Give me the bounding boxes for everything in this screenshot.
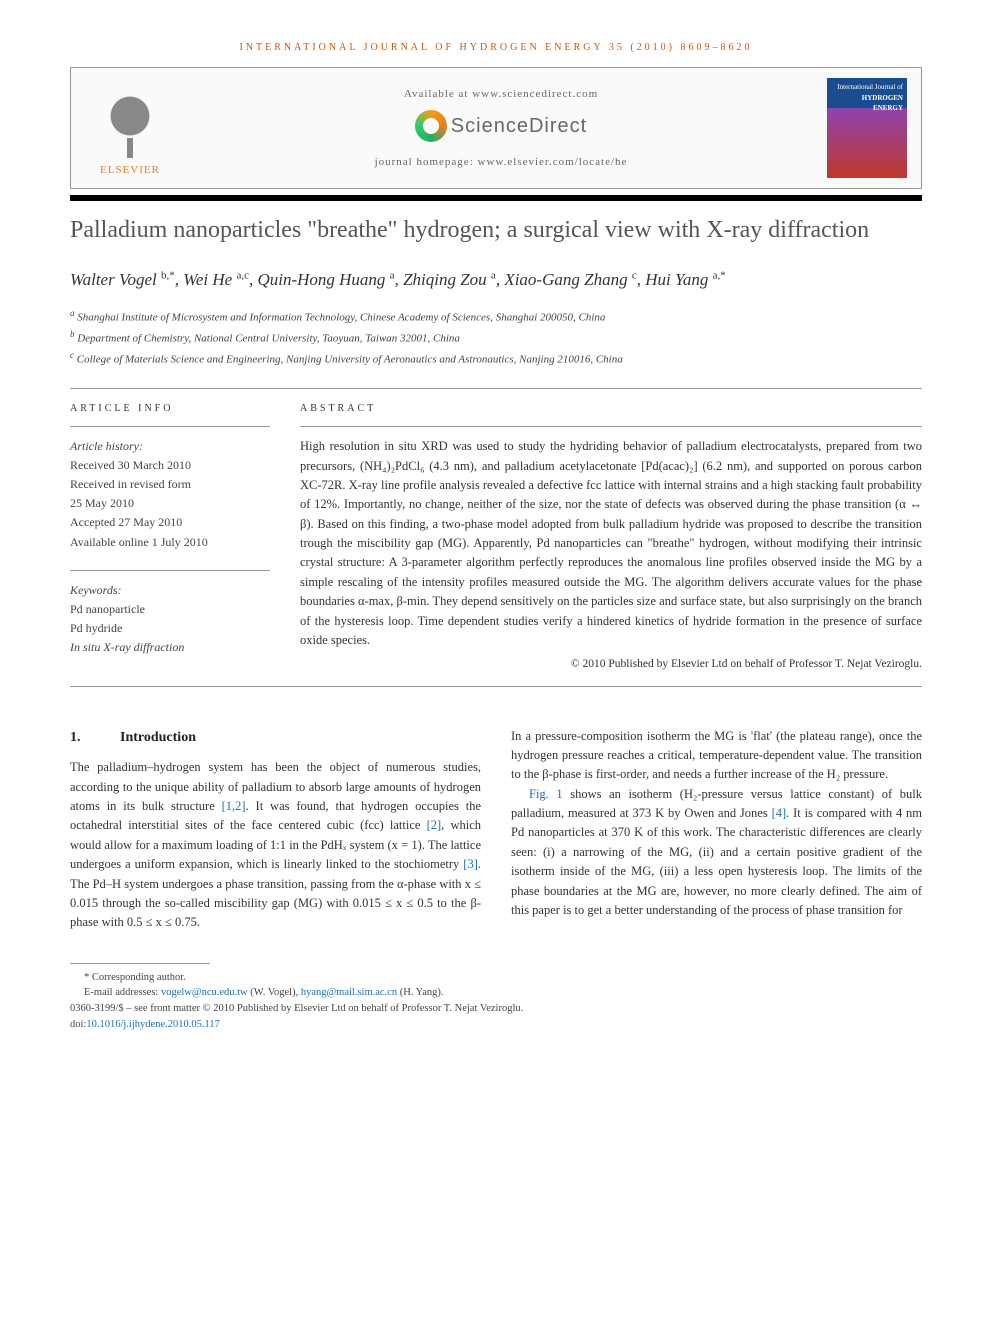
affiliation-b: b Department of Chemistry, National Cent… — [70, 327, 922, 348]
article-history: Article history: Received 30 March 2010 … — [70, 437, 270, 552]
email-line: E-mail addresses: vogelw@ncu.edu.tw (W. … — [70, 985, 922, 1001]
body-two-column: 1.Introduction The palladium–hydrogen sy… — [70, 727, 922, 933]
affiliations: a Shanghai Institute of Microsystem and … — [70, 306, 922, 370]
affiliation-a: a Shanghai Institute of Microsystem and … — [70, 306, 922, 327]
info-rule-1 — [70, 426, 270, 427]
elsevier-tree-icon — [95, 88, 165, 158]
keyword-2: Pd hydride — [70, 619, 270, 638]
ref-link-2[interactable]: [2] — [427, 818, 442, 832]
ref-link-3[interactable]: [3] — [463, 857, 478, 871]
cover-text-2: HYDROGEN — [831, 93, 903, 104]
copyright-line: © 2010 Published by Elsevier Ltd on beha… — [300, 656, 922, 674]
abstract-text: High resolution in situ XRD was used to … — [300, 437, 922, 650]
rule-below-abstract — [70, 686, 922, 687]
author-list: Walter Vogel b,*, Wei He a,c, Quin-Hong … — [70, 268, 922, 292]
body-column-right: In a pressure-composition isotherm the M… — [511, 727, 922, 933]
doi-line: doi:10.1016/j.ijhydene.2010.05.117 — [70, 1017, 922, 1033]
revised-line1: Received in revised form — [70, 475, 270, 494]
keyword-1: Pd nanoparticle — [70, 600, 270, 619]
doi-link[interactable]: 10.1016/j.ijhydene.2010.05.117 — [86, 1019, 219, 1030]
info-rule-2 — [70, 570, 270, 571]
elsevier-text: ELSEVIER — [100, 162, 160, 179]
elsevier-logo: ELSEVIER — [85, 78, 175, 178]
footnote-block: * Corresponding author. E-mail addresses… — [70, 970, 922, 1033]
received-date: Received 30 March 2010 — [70, 456, 270, 475]
section-title: Introduction — [120, 730, 196, 745]
abstract-column: ABSTRACT High resolution in situ XRD was… — [300, 401, 922, 676]
accepted-date: Accepted 27 May 2010 — [70, 513, 270, 532]
journal-cover-thumbnail: International Journal of HYDROGEN ENERGY — [827, 78, 907, 178]
divider-bar — [70, 195, 922, 201]
section-number: 1. — [70, 727, 120, 749]
affiliation-c: c College of Materials Science and Engin… — [70, 348, 922, 369]
keywords-block: Keywords: Pd nanoparticle Pd hydride In … — [70, 581, 270, 658]
cover-text-1: International Journal of — [831, 82, 903, 93]
corresponding-author: * Corresponding author. — [70, 970, 922, 986]
intro-paragraph-2: In a pressure-composition isotherm the M… — [511, 727, 922, 785]
intro-paragraph-3: Fig. 1 shows an isotherm (H₂-pressure ve… — [511, 785, 922, 921]
info-abstract-row: ARTICLE INFO Article history: Received 3… — [70, 401, 922, 676]
available-at: Available at www.sciencedirect.com — [175, 86, 827, 103]
sciencedirect-swirl-icon — [415, 110, 447, 142]
keywords-label: Keywords: — [70, 581, 270, 600]
footnote-separator — [70, 963, 210, 964]
rule-above-abstract — [70, 388, 922, 389]
journal-citation: INTERNATIONAL JOURNAL OF HYDROGEN ENERGY… — [70, 40, 922, 55]
intro-paragraph-1: The palladium–hydrogen system has been t… — [70, 758, 481, 932]
sciencedirect-logo: ScienceDirect — [175, 110, 827, 142]
section-1-heading: 1.Introduction — [70, 727, 481, 749]
body-column-left: 1.Introduction The palladium–hydrogen sy… — [70, 727, 481, 933]
online-date: Available online 1 July 2010 — [70, 533, 270, 552]
article-info-column: ARTICLE INFO Article history: Received 3… — [70, 401, 270, 676]
ref-link-1-2[interactable]: [1,2] — [222, 799, 246, 813]
revised-line2: 25 May 2010 — [70, 494, 270, 513]
front-matter: 0360-3199/$ – see front matter © 2010 Pu… — [70, 1001, 922, 1017]
article-title: Palladium nanoparticles "breathe" hydrog… — [70, 215, 922, 246]
email-link-1[interactable]: vogelw@ncu.edu.tw — [161, 987, 248, 998]
abstract-rule — [300, 426, 922, 427]
cover-text-3: ENERGY — [831, 103, 903, 114]
abstract-heading: ABSTRACT — [300, 401, 922, 417]
history-label: Article history: — [70, 437, 270, 456]
fig-1-link[interactable]: Fig. 1 — [529, 787, 563, 801]
banner-center: Available at www.sciencedirect.com Scien… — [175, 86, 827, 171]
publisher-banner: ELSEVIER Available at www.sciencedirect.… — [70, 67, 922, 189]
keyword-3: In situ X-ray diffraction — [70, 638, 270, 657]
email-link-2[interactable]: hyang@mail.sim.ac.cn — [301, 987, 397, 998]
journal-homepage: journal homepage: www.elsevier.com/locat… — [175, 154, 827, 171]
ref-link-4[interactable]: [4] — [772, 806, 787, 820]
article-info-heading: ARTICLE INFO — [70, 401, 270, 416]
sciencedirect-text: ScienceDirect — [451, 111, 587, 141]
